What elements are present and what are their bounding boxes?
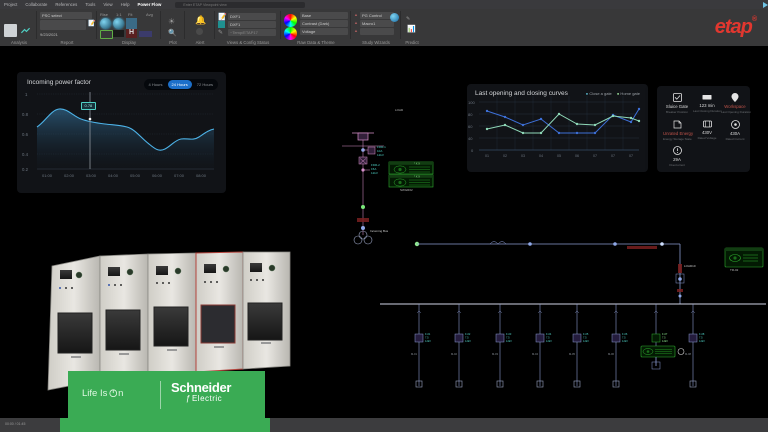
svg-text:M-02: M-02 bbox=[451, 352, 457, 356]
svg-text:F-04: F-04 bbox=[546, 332, 552, 336]
svg-text:LOAD: LOAD bbox=[395, 108, 404, 112]
svg-text:M-03: M-03 bbox=[492, 352, 498, 356]
svg-text:M-06: M-06 bbox=[608, 352, 614, 356]
svg-text:SWGR02: SWGR02 bbox=[400, 188, 413, 192]
svg-text:12kV: 12kV bbox=[699, 339, 705, 343]
svg-text:* X X: * X X bbox=[414, 162, 420, 166]
svg-text:12kV: 12kV bbox=[371, 171, 378, 175]
svg-text:F-03: F-03 bbox=[506, 332, 512, 336]
svg-text:F-06: F-06 bbox=[622, 332, 628, 336]
svg-text:7.5: 7.5 bbox=[662, 336, 666, 340]
svg-text:12kV: 12kV bbox=[506, 339, 512, 343]
svg-text:F-05: F-05 bbox=[583, 332, 589, 336]
svg-text:LOAD10: LOAD10 bbox=[684, 264, 696, 268]
svg-text:12kV: 12kV bbox=[583, 339, 589, 343]
svg-text:M-05: M-05 bbox=[569, 352, 575, 356]
svg-text:M-04: M-04 bbox=[532, 352, 538, 356]
svg-text:7.5: 7.5 bbox=[465, 336, 469, 340]
svg-text:7.5: 7.5 bbox=[622, 336, 626, 340]
svg-text:F-08: F-08 bbox=[699, 332, 705, 336]
svg-text:12kV: 12kV bbox=[662, 339, 668, 343]
svg-text:F-07: F-07 bbox=[662, 332, 668, 336]
svg-text:7.5: 7.5 bbox=[425, 336, 429, 340]
svg-text:12kV: 12kV bbox=[425, 339, 431, 343]
svg-text:12kV: 12kV bbox=[622, 339, 628, 343]
svg-text:F-01: F-01 bbox=[425, 332, 431, 336]
svg-text:7.5: 7.5 bbox=[506, 336, 510, 340]
svg-text:12kV: 12kV bbox=[546, 339, 552, 343]
svg-text:F-02: F-02 bbox=[465, 332, 471, 336]
svg-text:7.5: 7.5 bbox=[583, 336, 587, 340]
svg-text:M-08: M-08 bbox=[685, 352, 691, 356]
svg-text:* X X: * X X bbox=[414, 175, 420, 179]
svg-text:TR-02: TR-02 bbox=[730, 268, 739, 272]
svg-text:Incoming Bus: Incoming Bus bbox=[370, 229, 389, 233]
svg-text:7.5: 7.5 bbox=[546, 336, 550, 340]
svg-text:12kV: 12kV bbox=[465, 339, 471, 343]
svg-text:7.5: 7.5 bbox=[699, 336, 703, 340]
svg-text:12kV: 12kV bbox=[377, 153, 384, 157]
svg-text:M-01: M-01 bbox=[411, 352, 417, 356]
